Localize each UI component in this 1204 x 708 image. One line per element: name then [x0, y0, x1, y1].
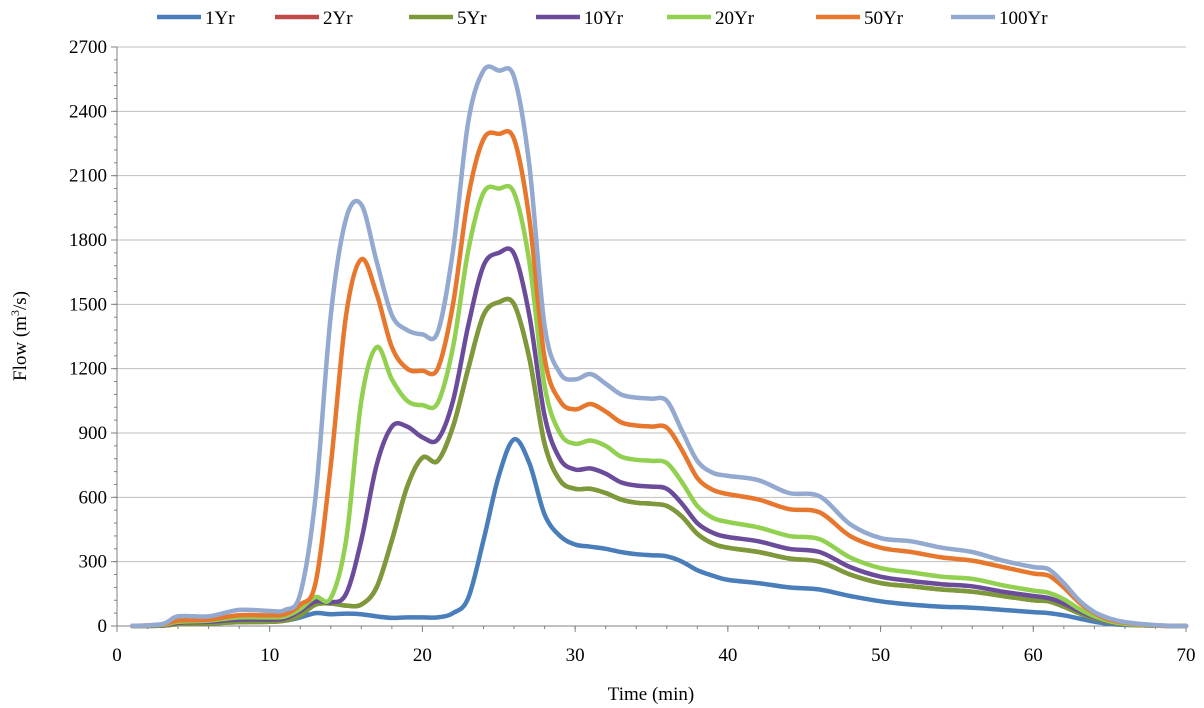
legend-item-20yr-label: 20Yr — [715, 8, 755, 29]
x-tick-label: 30 — [566, 645, 585, 666]
x-tick-label: 10 — [260, 645, 279, 666]
series-line-50yr — [130, 129, 1189, 629]
y-tick-label: 900 — [79, 423, 108, 444]
legend: 1Yr 2Yr 5Yr 10Yr 20Yr 50Yr 100Yr — [157, 8, 1048, 29]
legend-item-1yr-label: 1Yr — [205, 8, 235, 29]
y-tick-label: 0 — [98, 616, 108, 637]
legend-item-10yr-label: 10Yr — [584, 8, 624, 29]
y-tick-label: 1800 — [69, 230, 107, 251]
series-line-20yr — [130, 183, 1189, 629]
y-tick-label: 600 — [79, 487, 108, 508]
y-axis-title-suffix: /s) — [10, 291, 31, 310]
series-line-100yr — [130, 64, 1189, 629]
legend-item-5yr-label: 5Yr — [457, 8, 487, 29]
x-tick-label: 70 — [1177, 645, 1196, 666]
x-tick-label: 40 — [718, 645, 737, 666]
y-axis-title-prefix: Flow (m — [10, 316, 31, 381]
x-tick-label: 20 — [413, 645, 432, 666]
gridlines — [117, 46, 1186, 563]
y-tick-label: 2100 — [69, 166, 107, 187]
legend-item-50yr-label: 50Yr — [864, 8, 904, 29]
x-tick-label: 60 — [1024, 645, 1043, 666]
y-axis-title: Flow (m3/s) — [8, 291, 31, 381]
y-axis-title-superscript: 3 — [8, 310, 22, 316]
series-line-1yr — [130, 437, 1189, 629]
axes: 0 300 600 900 1200 1500 1800 2100 2400 2700 0 10 20 3… — [69, 37, 1196, 666]
x-tick-label: 50 — [871, 645, 890, 666]
y-tick-label: 1200 — [69, 359, 107, 380]
y-tick-label: 2700 — [69, 37, 107, 58]
y-tick-label: 300 — [79, 552, 108, 573]
series-lines — [130, 64, 1189, 629]
legend-item-2yr-label: 2Yr — [323, 8, 353, 29]
x-axis-title: Time (min) — [608, 684, 694, 705]
y-tick-label: 1500 — [69, 294, 107, 315]
series-line-10yr — [130, 246, 1189, 629]
x-tick-label: 0 — [112, 645, 122, 666]
legend-item-100yr-label: 100Yr — [999, 8, 1048, 29]
y-tick-label: 2400 — [69, 101, 107, 122]
